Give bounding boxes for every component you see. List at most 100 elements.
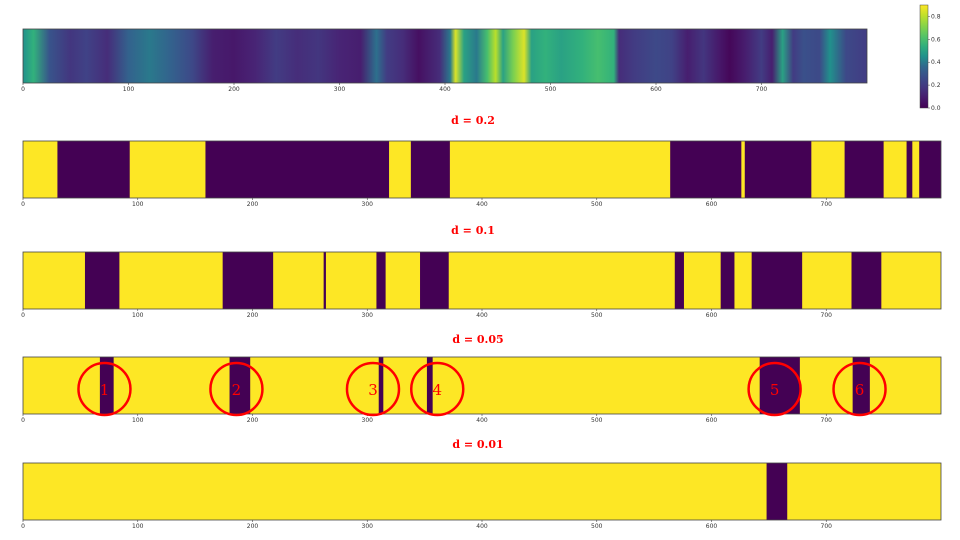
- d01-x-tick-label: 500: [591, 312, 603, 319]
- d005-x-tick-label: 400: [476, 417, 488, 424]
- d02-x-tick-label: 700: [821, 201, 833, 208]
- d001-x-tick-label: 400: [476, 523, 488, 530]
- d01-x-tick-label: 0: [21, 312, 25, 319]
- title-d005: d = 0.05: [452, 333, 503, 346]
- d005-dark-segment: [229, 357, 251, 414]
- d005-dark-segment: [99, 357, 114, 414]
- d01-x-tick-label: 100: [132, 312, 144, 319]
- signal-x-axis: 0 100 200 300 400 500 600 700: [21, 83, 767, 93]
- d01-dark-segment: [323, 252, 326, 309]
- title-d001: d = 0.01: [452, 438, 503, 451]
- panel-signal: 0 100 200 300 400 500 600 700: [21, 28, 868, 93]
- d02-dark-segment: [906, 141, 913, 198]
- d02-dark-segment: [57, 141, 130, 198]
- annotation-circle: [77, 361, 132, 417]
- d001-dark-segment: [766, 463, 788, 520]
- d01-dark-segment: [222, 252, 274, 309]
- signal-x-tick-label: 500: [545, 86, 557, 93]
- d001-x-tick-label: 100: [132, 523, 144, 530]
- d001-x-tick-label: 200: [247, 523, 259, 530]
- d001-background: [23, 463, 941, 520]
- d01-x-tick-label: 200: [247, 312, 259, 319]
- title-d01: d = 0.1: [451, 224, 495, 237]
- d02-dark-segment: [410, 141, 450, 198]
- colorbar-tick-label: 0.8: [931, 13, 941, 20]
- d005-x-tick-label: 300: [362, 417, 374, 424]
- d001-x-tick-label: 700: [821, 523, 833, 530]
- signal-x-tick-label: 0: [21, 86, 25, 93]
- panel-d005: 0 100 200 300 400 500 600 700: [21, 356, 942, 424]
- annotation-label: 1: [100, 381, 110, 399]
- colorbar: 0.8 0.6 0.4 0.2 0.0: [919, 4, 941, 112]
- annotation-label: 3: [368, 381, 378, 399]
- annotation-circle: [747, 361, 802, 417]
- d005-x-tick-label: 100: [132, 417, 144, 424]
- d02-x-tick-label: 400: [476, 201, 488, 208]
- colorbar-tick-label: 0.0: [931, 105, 941, 112]
- d001-x-tick-label: 500: [591, 523, 603, 530]
- signal-x-tick-label: 200: [228, 86, 240, 93]
- d02-x-tick-label: 300: [362, 201, 374, 208]
- d01-x-tick-label: 300: [362, 312, 374, 319]
- panel-d02: 0 100 200 300 400 500 600 700: [21, 140, 942, 208]
- signal-x-tick-label: 600: [650, 86, 662, 93]
- annotation-label: 4: [432, 381, 442, 399]
- d001-x-tick-label: 300: [362, 523, 374, 530]
- d01-background: [23, 252, 941, 309]
- signal-x-tick-label: 400: [439, 86, 451, 93]
- d02-x-tick-label: 600: [706, 201, 718, 208]
- colorbar-ticks: 0.8 0.6 0.4 0.2 0.0: [928, 13, 941, 112]
- d02-dark-segment: [205, 141, 390, 198]
- d005-x-tick-label: 500: [591, 417, 603, 424]
- colorbar-tick-label: 0.2: [931, 82, 941, 89]
- d02-dark-segment: [844, 141, 884, 198]
- signal-x-tick-label: 300: [334, 86, 346, 93]
- colorbar-tick-label: 0.6: [931, 36, 941, 43]
- title-d02: d = 0.2: [451, 114, 495, 127]
- colorbar-tick-label: 0.4: [931, 59, 941, 66]
- d01-dark-segment: [84, 252, 120, 309]
- d02-x-tick-label: 100: [132, 201, 144, 208]
- d001-x-tick-label: 0: [21, 523, 25, 530]
- annotation-circle: [209, 361, 264, 417]
- signal-heatmap: [22, 28, 868, 84]
- d02-dark-segment: [670, 141, 742, 198]
- d02-x-tick-label: 500: [591, 201, 603, 208]
- panel-d001: 0 100 200 300 400 500 600 700: [21, 462, 942, 530]
- d005-x-tick-label: 0: [21, 417, 25, 424]
- d005-dark-segment: [759, 357, 800, 414]
- d02-x-tick-label: 200: [247, 201, 259, 208]
- d005-dark-segment: [852, 357, 870, 414]
- d02-dark-segment: [919, 141, 941, 198]
- d005-dark-segment: [378, 357, 384, 414]
- colorbar-gradient: [919, 4, 929, 109]
- annotation-label: 6: [855, 381, 865, 399]
- annotation-label: 2: [232, 381, 242, 399]
- d005-x-tick-label: 600: [706, 417, 718, 424]
- d01-x-tick-label: 400: [476, 312, 488, 319]
- d02-dark-segment: [744, 141, 812, 198]
- signal-x-tick-label: 100: [123, 86, 135, 93]
- d02-x-tick-label: 0: [21, 201, 25, 208]
- annotation-circle: [832, 361, 887, 417]
- d01-dark-segment: [851, 252, 882, 309]
- d01-dark-segment: [376, 252, 386, 309]
- d005-x-tick-label: 200: [247, 417, 259, 424]
- d01-dark-segment: [720, 252, 735, 309]
- d01-dark-segment: [751, 252, 803, 309]
- d01-dark-segment: [674, 252, 684, 309]
- annotation-circle: [409, 361, 465, 417]
- d001-x-tick-label: 600: [706, 523, 718, 530]
- annotations: 1 2 3 4 5 6: [77, 361, 887, 417]
- d005-x-tick-label: 700: [821, 417, 833, 424]
- annotation-label: 5: [770, 381, 780, 399]
- signal-x-tick-label: 700: [756, 86, 768, 93]
- d01-x-tick-label: 600: [706, 312, 718, 319]
- d005-background: [23, 357, 941, 414]
- d005-dark-segment: [426, 357, 433, 414]
- d01-x-tick-label: 700: [821, 312, 833, 319]
- annotation-circle: [345, 361, 401, 417]
- panel-d01: 0 100 200 300 400 500 600 700: [21, 251, 942, 319]
- d01-dark-segment: [420, 252, 449, 309]
